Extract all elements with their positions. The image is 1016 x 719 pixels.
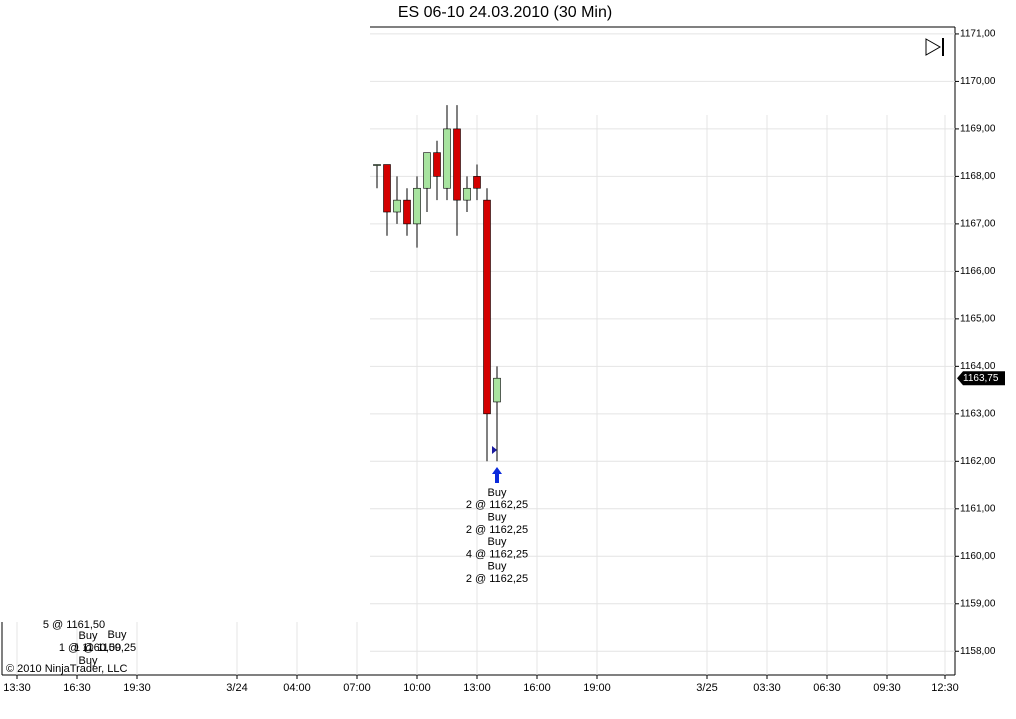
x-tick-label: 12:30 [931, 682, 959, 694]
trade-label: Buy [488, 536, 507, 548]
candle-body [423, 152, 431, 189]
y-tick-label: 1163,00 [960, 408, 996, 419]
candle-body [493, 377, 501, 403]
y-tick-label: 1169,00 [960, 124, 996, 135]
candle-body [373, 164, 381, 166]
x-tick-label: 04:00 [283, 682, 311, 694]
trade-label: 2 @ 1162,25 [466, 573, 528, 585]
x-tick-label: 06:30 [813, 682, 841, 694]
trade-label: Buy [108, 629, 127, 641]
x-tick-label: 3/24 [226, 682, 247, 694]
trade-label: Buy [488, 561, 507, 573]
x-tick-label: 16:00 [523, 682, 551, 694]
trade-label: Buy [79, 655, 98, 667]
candle-body [413, 187, 421, 225]
trade-label: 5 @ 1161,50 [43, 619, 105, 631]
x-tick-label: 07:00 [343, 682, 371, 694]
candle-body [383, 164, 391, 213]
x-tick-label: 10:00 [403, 682, 431, 694]
y-tick-label: 1166,00 [960, 266, 996, 277]
x-tick-label: 13:30 [3, 682, 31, 694]
y-tick-label: 1165,00 [960, 313, 996, 324]
x-tick-label: 19:30 [123, 682, 151, 694]
y-tick-label: 1164,00 [960, 361, 996, 372]
trade-label: Buy [488, 512, 507, 524]
x-tick-label: 3/25 [696, 682, 717, 694]
trade-label: 2 @ 1162,25 [466, 524, 528, 536]
trade-label: 1 @ 1159,25 [74, 642, 136, 654]
trade-label: Buy [488, 487, 507, 499]
last-price-tag [957, 371, 1005, 386]
candle-body [463, 187, 471, 201]
y-tick-label: 1168,00 [960, 171, 996, 182]
last-price-label: 1163,75 [963, 373, 999, 384]
end-icon [925, 38, 944, 56]
y-tick-label: 1161,00 [960, 503, 996, 514]
x-tick-label: 16:30 [63, 682, 91, 694]
trade-label: 2 @ 1162,25 [466, 499, 528, 511]
trade-label: Buy [79, 630, 98, 642]
copyright: © 2010 NinjaTrader, LLC [6, 663, 127, 675]
y-tick-label: 1167,00 [960, 219, 996, 230]
y-tick-label: 1171,00 [960, 29, 996, 40]
x-tick-label: 09:30 [873, 682, 901, 694]
candle-body [393, 199, 401, 213]
x-tick-label: 19:00 [583, 682, 611, 694]
fill-marker [492, 446, 497, 454]
y-tick-label: 1162,00 [960, 456, 996, 467]
candle-body [483, 199, 491, 415]
y-tick-label: 1159,00 [960, 598, 996, 609]
candle-body [473, 176, 481, 189]
candle-body [443, 128, 451, 189]
chart-title: ES 06-10 24.03.2010 (30 Min) [398, 4, 612, 21]
y-tick-label: 1160,00 [960, 551, 996, 562]
y-tick-label: 1158,00 [960, 646, 996, 657]
buy-arrow [492, 467, 502, 483]
trade-label: 1 @ 1160,00 [59, 642, 121, 654]
candle-body [403, 199, 411, 225]
trade-label: 4 @ 1162,25 [466, 548, 528, 560]
y-tick-label: 1170,00 [960, 76, 996, 87]
x-tick-label: 13:00 [463, 682, 491, 694]
candle-body [433, 152, 441, 177]
x-tick-label: 03:30 [753, 682, 781, 694]
candle-body [453, 128, 461, 201]
